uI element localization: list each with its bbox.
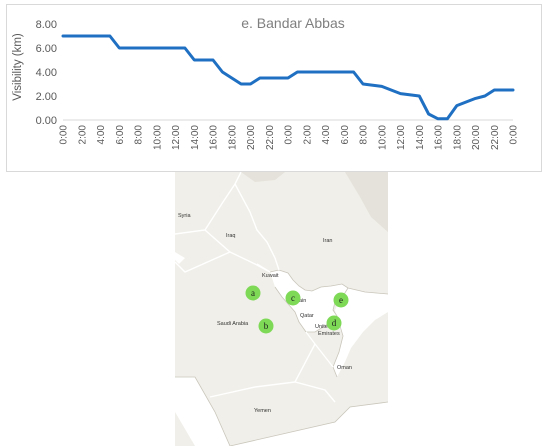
series-layer (61, 34, 515, 121)
label-bahrain: ain (299, 298, 306, 304)
marker-label-e: e (339, 295, 343, 305)
x-tick-label: 0:00 (59, 125, 70, 145)
series-line-0 (61, 34, 515, 121)
marker-label-b: b (264, 321, 269, 331)
marker-label-a: a (251, 288, 255, 298)
label-yemen: Yemen (254, 408, 271, 414)
label-uae-line2: Emirates (318, 331, 340, 337)
y-tick-label: 0.00 (36, 115, 57, 127)
label-oman: Oman (337, 365, 352, 371)
gulf-region-map: Syria Iraq Iran Kuwait ain Qatar Saudi A… (175, 172, 388, 446)
x-tick-label: 4:00 (96, 125, 107, 145)
x-tick-label: 2:00 (302, 125, 313, 145)
x-tick-label: 22:00 (490, 125, 501, 150)
marker-label-c: c (291, 293, 295, 303)
x-tick-label: 12:00 (396, 125, 407, 150)
label-iran: Iran (323, 238, 332, 244)
station-marker-a: a (245, 285, 261, 301)
x-tick-label: 0:00 (509, 125, 520, 145)
label-iraq: Iraq (226, 233, 235, 239)
coastlines (175, 269, 388, 446)
x-tick-label: 18:00 (227, 125, 238, 150)
mediterranean-sea (175, 252, 185, 264)
station-marker-d: d (326, 315, 342, 331)
y-tick-labels: 0.00 2.00 4.00 6.00 8.00 (36, 19, 57, 127)
station-marker-b: b (258, 318, 274, 334)
y-axis-title: Visibility (km) (12, 33, 24, 101)
visibility-line-chart: e. Bandar Abbas Visibility (km) 0.00 2.00… (12, 15, 520, 150)
label-saudi-arabia: Saudi Arabia (217, 321, 249, 327)
x-tick-label: 0:00 (284, 125, 295, 145)
x-tick-labels: 0:00 2:00 4:00 6:00 8:00 10:00 12:00 14:00 16:00… (59, 125, 520, 150)
gulf-of-oman (333, 288, 388, 377)
red-sea (175, 377, 230, 446)
visibility-chart-panel: e. Bandar Abbas Visibility (km) 0.00 2.00… (6, 4, 542, 172)
map-svg: Syria Iraq Iran Kuwait ain Qatar Saudi A… (175, 172, 388, 446)
x-tick-label: 20:00 (246, 125, 257, 150)
label-qatar: Qatar (300, 313, 314, 319)
x-tick-label: 14:00 (190, 125, 201, 150)
x-tick-label: 16:00 (209, 125, 220, 150)
label-kuwait: Kuwait (262, 273, 279, 279)
turkey-region (241, 172, 285, 182)
y-tick-label: 6.00 (36, 43, 57, 55)
marker-label-d: d (332, 318, 337, 328)
y-tick-label: 2.00 (36, 91, 57, 103)
station-marker-c: c (285, 290, 301, 306)
country-borders (175, 172, 336, 403)
arabian-sea (230, 402, 388, 446)
station-marker-e: e (333, 292, 349, 308)
x-tick-label: 20:00 (471, 125, 482, 150)
x-tick-label: 16:00 (434, 125, 445, 150)
label-uae-line1: Unite (315, 324, 328, 330)
x-tick-label: 10:00 (377, 125, 388, 150)
x-tick-label: 6:00 (115, 125, 126, 145)
y-tick-label: 4.00 (36, 67, 57, 79)
x-tick-label: 12:00 (171, 125, 182, 150)
x-tick-label: 10:00 (152, 125, 163, 150)
label-syria: Syria (178, 213, 191, 219)
x-tick-label: 14:00 (415, 125, 426, 150)
turkmenistan-region (345, 172, 388, 232)
x-tick-label: 2:00 (77, 125, 88, 145)
x-tick-label: 4:00 (321, 125, 332, 145)
y-tick-label: 8.00 (36, 19, 57, 31)
x-tick-label: 18:00 (452, 125, 463, 150)
chart-title: e. Bandar Abbas (241, 15, 345, 31)
persian-gulf (270, 270, 348, 332)
x-tick-label: 22:00 (265, 125, 276, 150)
x-tick-label: 8:00 (359, 125, 370, 145)
x-tick-label: 6:00 (340, 125, 351, 145)
x-tick-label: 8:00 (134, 125, 145, 145)
